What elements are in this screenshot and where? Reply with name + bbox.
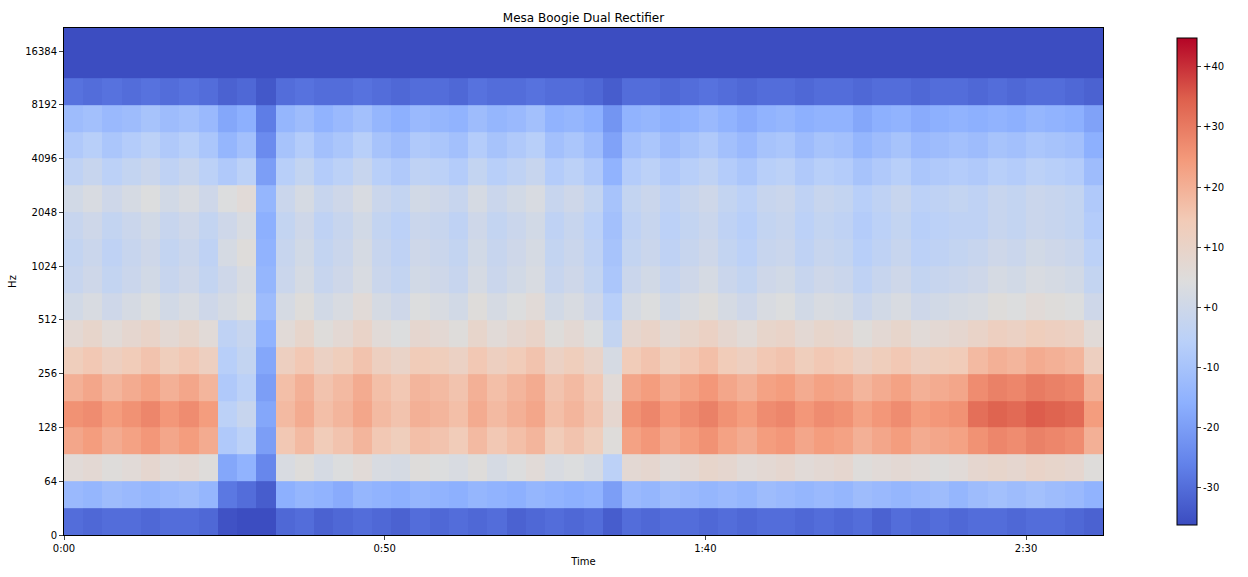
svg-text:0:50: 0:50 bbox=[373, 543, 395, 554]
svg-text:4096: 4096 bbox=[32, 153, 57, 164]
svg-text:+0: +0 bbox=[1203, 302, 1218, 313]
svg-text:+30: +30 bbox=[1203, 121, 1224, 132]
svg-text:2:30: 2:30 bbox=[1015, 543, 1037, 554]
svg-text:2048: 2048 bbox=[32, 207, 57, 218]
svg-text:256: 256 bbox=[38, 368, 57, 379]
svg-text:1:40: 1:40 bbox=[694, 543, 716, 554]
svg-text:+10: +10 bbox=[1203, 242, 1224, 253]
svg-text:+40: +40 bbox=[1203, 61, 1224, 72]
svg-text:128: 128 bbox=[38, 422, 57, 433]
svg-text:0:00: 0:00 bbox=[53, 543, 75, 554]
svg-text:-30: -30 bbox=[1203, 482, 1219, 493]
svg-text:Time: Time bbox=[570, 556, 595, 567]
svg-text:0: 0 bbox=[51, 530, 57, 541]
svg-text:64: 64 bbox=[44, 476, 57, 487]
svg-text:8192: 8192 bbox=[32, 99, 57, 110]
svg-text:16384: 16384 bbox=[25, 46, 57, 57]
svg-text:512: 512 bbox=[38, 314, 57, 325]
svg-text:-20: -20 bbox=[1203, 422, 1219, 433]
svg-text:+20: +20 bbox=[1203, 182, 1224, 193]
svg-text:Mesa Boogie Dual Rectifier: Mesa Boogie Dual Rectifier bbox=[503, 11, 664, 25]
svg-text:Hz: Hz bbox=[7, 275, 18, 288]
svg-text:-10: -10 bbox=[1203, 362, 1219, 373]
svg-text:1024: 1024 bbox=[32, 261, 57, 272]
